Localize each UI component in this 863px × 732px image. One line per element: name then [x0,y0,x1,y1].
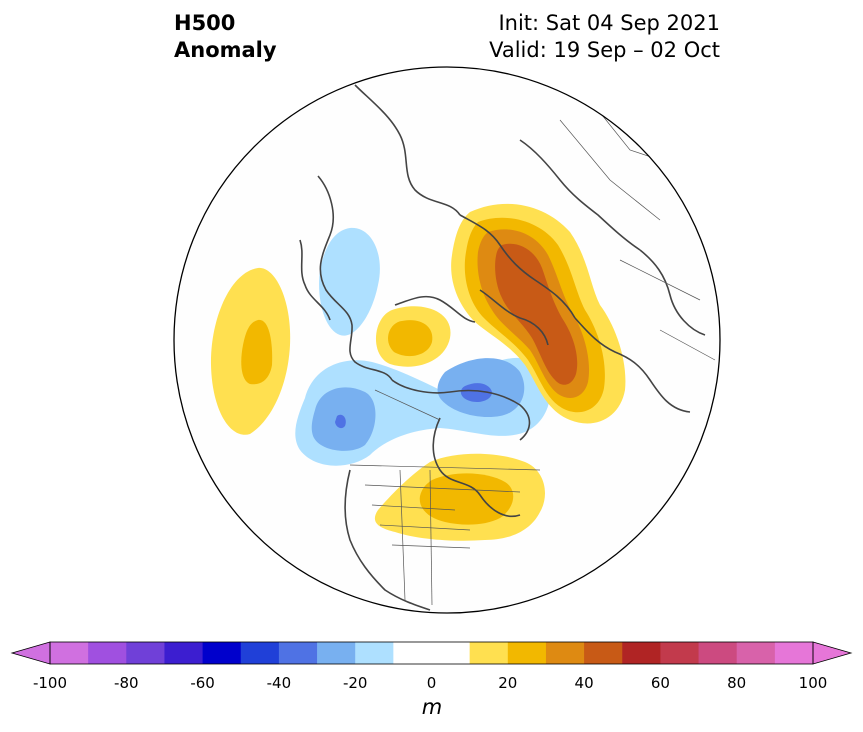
anomaly-pos-siberia-core [388,320,433,357]
colorbar-tick-label: -40 [266,674,292,692]
title-field-name: H500 [174,11,236,35]
colorbar-tick-label: 40 [574,674,594,692]
colorbar-cell [126,642,165,664]
map-boundary [173,66,721,614]
colorbar-cell [317,642,356,664]
colorbar-frame [49,641,814,665]
colorbar-cell [622,642,661,664]
valid-range: Valid: 19 Sep – 02 Oct [489,38,720,62]
colorbar-cell [698,642,738,664]
colorbar-cell [278,642,318,664]
colorbar-cell [507,642,547,664]
colorbar-tick-label: 20 [498,674,518,692]
init-date: Init: Sat 04 Sep 2021 [498,11,720,35]
colorbar-cell [88,642,127,664]
colorbar-cell [736,642,776,664]
colorbar-tick-label: 80 [727,674,747,692]
colorbar-cell [50,642,89,664]
anomaly-pos-eurasia-40 [495,243,578,385]
map-title: H500 Anomaly [174,10,277,64]
colorbar-cell [431,642,471,664]
colorbar-tick-label: -100 [32,674,68,692]
colorbar-unit: m [421,695,443,719]
anomaly-pos-north-america-core [419,473,514,525]
anomaly-field [210,203,626,541]
colorbar-cell [355,642,394,664]
colorbar-cell [393,642,432,664]
colorbar-tick-label: -60 [190,674,215,692]
colorbar-tick-label: 100 [798,674,828,692]
colorbar-tick-label: -20 [342,674,368,692]
colorbar-cell [164,642,204,664]
title-field-type: Anomaly [174,38,277,62]
colorbar-cell [660,642,700,664]
colorbar-extend-max [812,641,853,665]
anomaly-neg-gulf-center [335,414,346,429]
colorbar-cell [202,642,242,664]
colorbar-cell [240,642,280,664]
colorbar-cell [584,642,623,664]
anomaly-pos-pacific-core [241,319,273,385]
anomaly-neg-alaska [319,227,380,336]
colorbar-tick-label: 60 [650,674,670,692]
colorbar-cell [774,642,814,664]
anomaly-neg-greenland-center [460,383,492,402]
colorbar [10,641,853,665]
coastlines [299,84,706,611]
colorbar-cell [469,642,509,664]
colorbar-extend-min [10,641,51,665]
colorbar-cell [545,642,585,664]
colorbar-tick-label: -80 [114,674,139,692]
forecast-dates: Init: Sat 04 Sep 2021 Valid: 19 Sep – 02… [489,10,720,64]
polar-stereographic-map [173,66,721,614]
colorbar-tick-label: 0 [426,674,437,692]
colorbar-cells [50,642,814,664]
